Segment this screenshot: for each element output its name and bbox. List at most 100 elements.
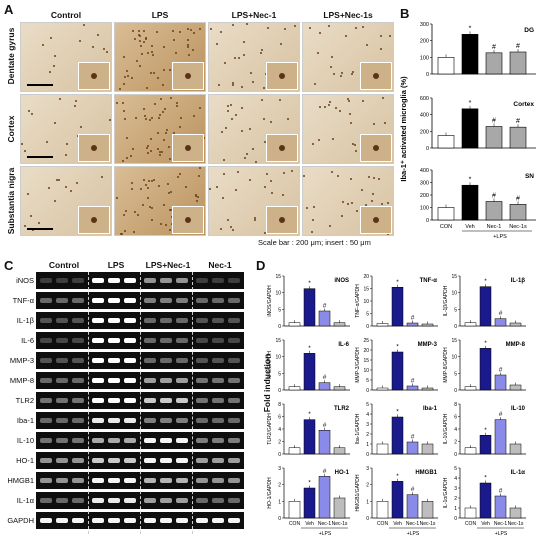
panel-d-bar <box>391 481 404 519</box>
gel-band <box>176 318 188 323</box>
panel-d-tick-label: 0 <box>278 388 281 394</box>
panel-d-tick-label: 0 <box>454 388 457 394</box>
panel-d-bar <box>464 322 477 327</box>
panel-d-sig-marker: # <box>323 468 327 475</box>
panel-d-bar <box>479 482 492 519</box>
gel-band <box>176 338 188 343</box>
panel-d-category-label: Nec-1 <box>318 521 332 527</box>
panel-d-title: HO-1 <box>335 470 350 476</box>
gel-band <box>40 518 52 523</box>
gel-band <box>92 518 104 523</box>
panel-d-bar <box>421 323 434 327</box>
panel-d-lps-label: +LPS <box>495 531 508 537</box>
panel-d-sig-marker: # <box>411 434 415 441</box>
gel-band <box>92 378 104 383</box>
micrograph-inset <box>360 206 392 234</box>
gel-gene-label: IL-6 <box>21 336 34 345</box>
gel-band <box>72 318 84 323</box>
panel-b-sig-marker: # <box>492 44 496 51</box>
micrograph-inset <box>266 206 298 234</box>
gel-gene-label: GAPDH <box>7 516 34 525</box>
panel-d-tick-label: 3 <box>366 466 369 472</box>
panel-b-lps-label: +LPS <box>493 234 507 240</box>
gel-band <box>176 478 188 483</box>
panel-d-tick-label: 15 <box>363 287 369 293</box>
gel-band <box>56 458 68 463</box>
panel-label-b: B <box>400 6 410 21</box>
gel-band <box>144 298 156 303</box>
gel-band <box>160 438 172 443</box>
panel-d-tick-label: 1 <box>454 506 457 512</box>
gel-band <box>160 458 172 463</box>
gel-band <box>228 478 240 483</box>
panel-d-tick-label: 2 <box>366 432 369 438</box>
panel-d-tick-label: 15 <box>451 338 457 344</box>
panel-d-category-label: Nec-1 <box>406 521 420 527</box>
row-label-substantia-nigra: Substantia nigra <box>6 167 16 235</box>
panel-d-tick-label: 0 <box>278 452 281 458</box>
panel-b-tick-label: 0 <box>426 72 429 78</box>
panel-d-bar <box>509 384 522 391</box>
panel-d-tick-label: 1 <box>366 499 369 505</box>
panel-d-bar <box>479 435 492 455</box>
panel-d-sig-marker: # <box>323 303 327 310</box>
gel-band <box>144 418 156 423</box>
panel-d-sig-marker: # <box>323 422 327 429</box>
panel-d-bar <box>391 287 404 327</box>
panel-d-sig-marker: * <box>484 427 487 434</box>
gel-band <box>56 398 68 403</box>
panel-d-bar <box>376 387 389 391</box>
panel-d-category-label: Nec-1s <box>332 521 348 527</box>
gel-band <box>124 378 136 383</box>
gel-band <box>144 318 156 323</box>
panel-b-tick-label: 400 <box>420 168 429 174</box>
panel-d-bar <box>509 507 522 519</box>
panel-d-title: IL-10 <box>511 406 526 412</box>
panel-d-title: IL-1β <box>511 278 526 284</box>
panel-d-bar <box>303 288 316 327</box>
micrograph-inset <box>360 134 392 162</box>
panel-d-category-label: Nec-1 <box>494 521 508 527</box>
gel-band <box>196 418 208 423</box>
panel-d-title: Iba-1 <box>423 406 438 412</box>
panel-d-sig-marker: * <box>484 475 487 482</box>
panel-d-bar <box>479 286 492 327</box>
gel-band <box>108 318 120 323</box>
panel-d-ylabel: TLR2/GAPDH <box>267 413 273 445</box>
gel-lane-separator <box>192 272 193 534</box>
gel-band <box>40 438 52 443</box>
gel-band <box>176 518 188 523</box>
gel-gene-label: IL-10 <box>16 436 34 445</box>
gel-band <box>124 418 136 423</box>
panel-d-category-label: CON <box>465 521 477 527</box>
panel-d-bar <box>406 494 419 519</box>
gel-header-lps: LPS <box>107 260 125 270</box>
panel-d-bar <box>421 443 434 455</box>
gel-band <box>72 458 84 463</box>
panel-d-sig-marker: * <box>484 340 487 347</box>
gel-band <box>56 498 68 503</box>
panel-d-tick-label: 0 <box>366 452 369 458</box>
panel-d-title: TLR2 <box>334 406 350 412</box>
micrograph-inset <box>172 62 204 90</box>
panel-b-bar <box>437 57 455 75</box>
gel-band <box>160 278 172 283</box>
gel-header-control: Control <box>48 260 80 270</box>
panel-label-d: D <box>256 258 266 273</box>
scale-bar <box>27 228 53 230</box>
gel-band <box>196 358 208 363</box>
panel-d-bar <box>391 416 404 455</box>
panel-d-bar <box>494 495 507 519</box>
gel-band <box>92 298 104 303</box>
panel-d-tick-label: 5 <box>454 371 457 377</box>
gel-band <box>196 518 208 523</box>
panel-d-tick-label: 0 <box>454 452 457 458</box>
gel-band <box>108 498 120 503</box>
panel-d-tick-label: 15 <box>275 338 281 344</box>
micrograph-r1-c2 <box>208 94 300 164</box>
gel-band <box>92 418 104 423</box>
gel-band <box>56 298 68 303</box>
panel-b-region-label: Cortex <box>513 101 534 108</box>
gel-band <box>72 498 84 503</box>
gel-band <box>144 478 156 483</box>
